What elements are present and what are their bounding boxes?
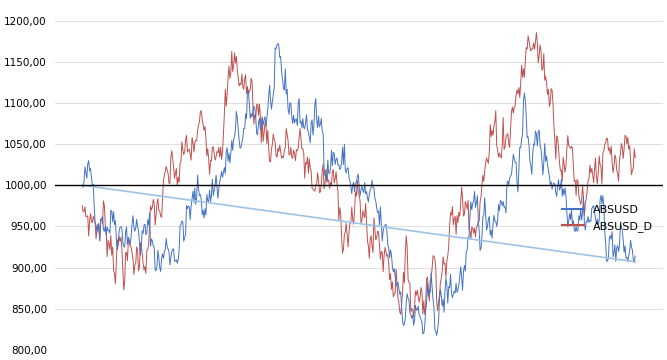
Legend: ABSUSD, ABSUSD_D: ABSUSD, ABSUSD_D <box>557 201 657 236</box>
